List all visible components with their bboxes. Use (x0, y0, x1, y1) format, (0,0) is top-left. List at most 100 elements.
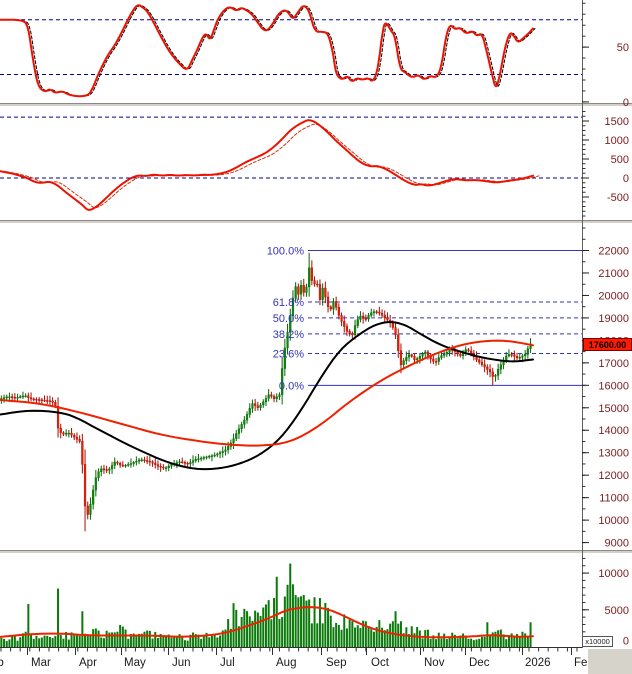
candle-body (348, 331, 351, 334)
volume-bar (192, 632, 195, 647)
volume-bar (235, 609, 238, 647)
candle-body (46, 400, 49, 402)
x-axis-strip (0, 648, 632, 674)
candle-body (197, 458, 200, 460)
candle-body (218, 452, 222, 455)
candle-body (140, 459, 143, 462)
volume-bar (210, 635, 213, 647)
candle-body (143, 459, 146, 462)
candle-body (35, 399, 38, 401)
candle-body (240, 424, 243, 429)
volume-bar (48, 636, 51, 647)
candle-body (378, 311, 381, 314)
candle-body (113, 461, 116, 466)
volume-bar (159, 633, 162, 647)
panel-separator (0, 220, 632, 224)
volume-bar (116, 631, 119, 647)
axis-tick-label: 9000 (605, 538, 629, 550)
candle-body (262, 401, 265, 406)
volume-bar (178, 634, 181, 647)
volume-bar (0, 638, 3, 647)
volume-bar (318, 597, 321, 647)
volume-bar (335, 622, 338, 647)
volume-bar (332, 627, 335, 647)
ma-slow-red (0, 339, 534, 447)
candle-body (445, 351, 448, 355)
volume-bar (84, 633, 87, 647)
volume-bar (73, 635, 76, 647)
volume-bar (54, 635, 57, 647)
candle-body (470, 350, 473, 354)
volume-bar (27, 603, 30, 647)
axis-tick-label: 0 (623, 173, 629, 185)
month-label: Nov (424, 657, 445, 669)
volume-bar (499, 629, 502, 647)
volume-bar (316, 623, 319, 647)
volume-bar (408, 634, 411, 647)
oscillator-main (0, 4, 534, 98)
volume-bar (94, 628, 97, 647)
volume-bar (124, 629, 127, 647)
candle-body (27, 395, 30, 398)
volume-bar (89, 635, 92, 647)
volume-bar (224, 629, 227, 647)
candle-body (459, 353, 462, 356)
volume-bar (362, 620, 365, 647)
candle-body (86, 505, 89, 515)
panel-volume[interactable] (0, 563, 534, 647)
candle-body (343, 321, 346, 327)
candle-body (227, 446, 230, 451)
candle-body (73, 434, 76, 438)
volume-bar (111, 632, 114, 647)
volume-bar (254, 610, 257, 647)
volume-bar (213, 634, 216, 647)
candle-body (43, 399, 46, 402)
candle-body (127, 464, 130, 466)
panel-macd[interactable] (0, 116, 582, 211)
candle-body (294, 286, 297, 299)
candle-body (418, 356, 421, 359)
volume-bar (62, 638, 65, 647)
volume-bar (135, 634, 138, 647)
volume-bar (513, 636, 516, 647)
candle-body (413, 356, 416, 361)
candle-body (367, 315, 370, 320)
x-axis: FebMarAprMayJunJulAugSepOctNovDec2026Feb (0, 648, 594, 669)
volume-bar (3, 638, 6, 647)
volume-bar (462, 633, 465, 647)
candle-body (464, 349, 467, 353)
candle-body (254, 403, 257, 406)
candle-body (186, 462, 189, 465)
volume-bar (516, 633, 519, 647)
candle-body (467, 349, 470, 352)
volume-bar (81, 611, 84, 647)
candle-body (305, 286, 308, 293)
fib-label: 23.6% (273, 349, 304, 361)
volume-bar (270, 619, 273, 647)
candle-body (443, 354, 446, 356)
volume-bar (246, 611, 249, 647)
candle-body (194, 459, 197, 461)
volume-bar (348, 619, 351, 647)
oscillator-signal (1, 4, 536, 97)
candle-body (326, 296, 330, 307)
volume-bar (24, 631, 27, 647)
candle-body (237, 428, 241, 434)
candle-body (167, 465, 170, 468)
panel-oscillator[interactable] (0, 4, 582, 98)
volume-bar (437, 632, 440, 647)
candle-body (81, 441, 84, 465)
panel-price[interactable]: 100.0% 61.8% 50.0% 38.2% 23.6% 0.0% (0, 246, 582, 532)
fib-label: 61.8% (273, 297, 304, 309)
volume-bar (229, 628, 232, 647)
volume-bar (30, 633, 33, 647)
candle-body (202, 457, 205, 459)
volume-bar (232, 603, 235, 647)
axis-tick-label: 17000 (598, 358, 629, 370)
volume-bar (489, 635, 492, 647)
panel-separator (0, 550, 632, 554)
candle-body (524, 354, 527, 357)
volume-bar (329, 615, 332, 647)
